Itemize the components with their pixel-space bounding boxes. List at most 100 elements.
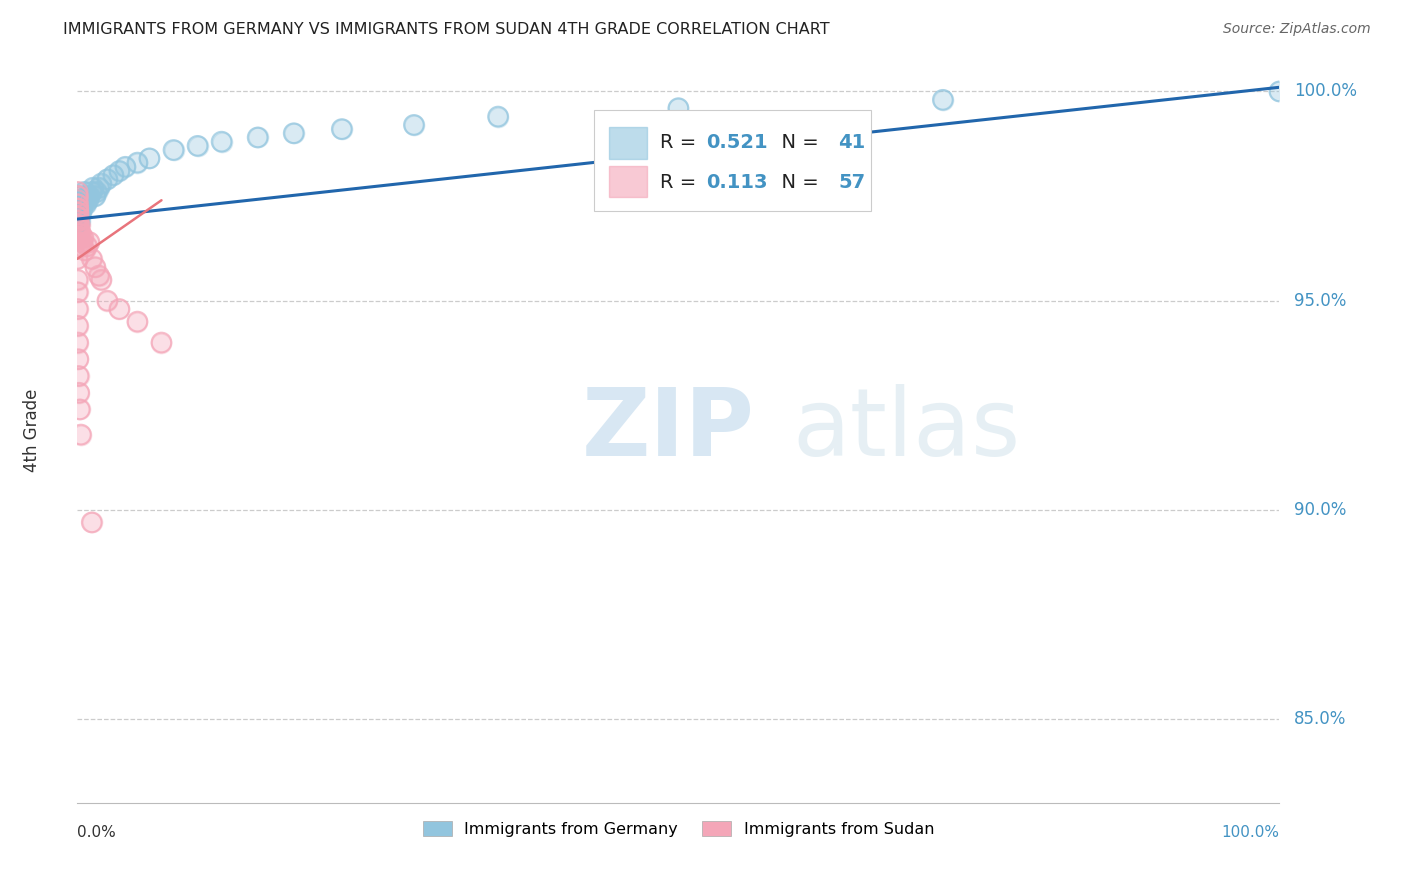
Point — [402, 118, 425, 132]
Point — [66, 206, 89, 220]
Text: 90.0%: 90.0% — [1294, 501, 1347, 519]
Point — [90, 177, 112, 191]
Point — [80, 185, 103, 199]
Point — [82, 180, 104, 194]
Point — [67, 231, 90, 245]
Point — [96, 172, 118, 186]
Point — [150, 335, 173, 350]
Point — [66, 219, 89, 233]
Point — [66, 202, 89, 216]
Text: 85.0%: 85.0% — [1294, 710, 1347, 728]
Point — [76, 189, 98, 203]
Point — [67, 231, 90, 245]
Point — [108, 301, 131, 316]
Text: 41: 41 — [838, 134, 866, 153]
Point — [70, 197, 93, 211]
Point — [75, 197, 97, 211]
Point — [70, 227, 93, 241]
Point — [72, 231, 94, 245]
Point — [66, 185, 89, 199]
Point — [668, 101, 690, 115]
Point — [330, 122, 353, 136]
Point — [66, 189, 89, 203]
Point — [66, 197, 89, 211]
Point — [67, 352, 90, 367]
Point — [486, 110, 509, 124]
Point — [80, 516, 103, 530]
Point — [283, 126, 305, 140]
Point — [127, 315, 149, 329]
Point — [67, 385, 90, 400]
Point — [69, 189, 91, 203]
Point — [211, 135, 233, 149]
Point — [90, 177, 112, 191]
Point — [70, 193, 93, 207]
Point — [402, 118, 425, 132]
Point — [67, 193, 90, 207]
Point — [66, 222, 89, 236]
Point — [66, 219, 89, 233]
Point — [70, 235, 93, 249]
Point — [69, 231, 91, 245]
Point — [932, 93, 955, 107]
Point — [72, 197, 94, 211]
Point — [86, 185, 108, 199]
FancyBboxPatch shape — [595, 110, 870, 211]
Point — [108, 164, 131, 178]
FancyBboxPatch shape — [609, 128, 647, 159]
Point — [66, 301, 89, 316]
Point — [96, 172, 118, 186]
Point — [67, 193, 90, 207]
Point — [82, 180, 104, 194]
Point — [80, 185, 103, 199]
Point — [66, 210, 89, 224]
Point — [186, 139, 209, 153]
Text: ZIP: ZIP — [582, 384, 755, 476]
Point — [67, 210, 90, 224]
Point — [66, 301, 89, 316]
Point — [70, 235, 93, 249]
Point — [90, 273, 112, 287]
Text: R =: R = — [661, 173, 709, 192]
Point — [67, 369, 90, 384]
Point — [67, 369, 90, 384]
Point — [67, 206, 90, 220]
Point — [246, 130, 269, 145]
Point — [67, 227, 90, 241]
Point — [79, 189, 101, 203]
Point — [1268, 85, 1291, 99]
Point — [127, 155, 149, 169]
Point — [70, 227, 93, 241]
Point — [67, 206, 90, 220]
Point — [283, 126, 305, 140]
Text: Source: ZipAtlas.com: Source: ZipAtlas.com — [1223, 22, 1371, 37]
Point — [67, 202, 90, 216]
Point — [66, 222, 89, 236]
Point — [86, 185, 108, 199]
FancyBboxPatch shape — [609, 166, 647, 197]
Point — [84, 189, 107, 203]
Point — [162, 143, 184, 157]
Point — [73, 185, 96, 199]
Point — [66, 210, 89, 224]
Point — [138, 152, 160, 166]
Point — [77, 193, 100, 207]
Point — [66, 214, 89, 228]
Point — [70, 239, 93, 253]
Point — [66, 219, 89, 233]
Point — [103, 168, 125, 182]
Point — [66, 214, 89, 228]
Point — [66, 210, 89, 224]
Text: 0.521: 0.521 — [706, 134, 768, 153]
Point — [73, 244, 96, 258]
Text: IMMIGRANTS FROM GERMANY VS IMMIGRANTS FROM SUDAN 4TH GRADE CORRELATION CHART: IMMIGRANTS FROM GERMANY VS IMMIGRANTS FR… — [63, 22, 830, 37]
Point — [66, 197, 89, 211]
Point — [90, 273, 112, 287]
Point — [76, 239, 98, 253]
Point — [70, 239, 93, 253]
Point — [67, 206, 90, 220]
Point — [330, 122, 353, 136]
Point — [66, 210, 89, 224]
Text: N =: N = — [769, 173, 824, 192]
Point — [67, 202, 90, 216]
